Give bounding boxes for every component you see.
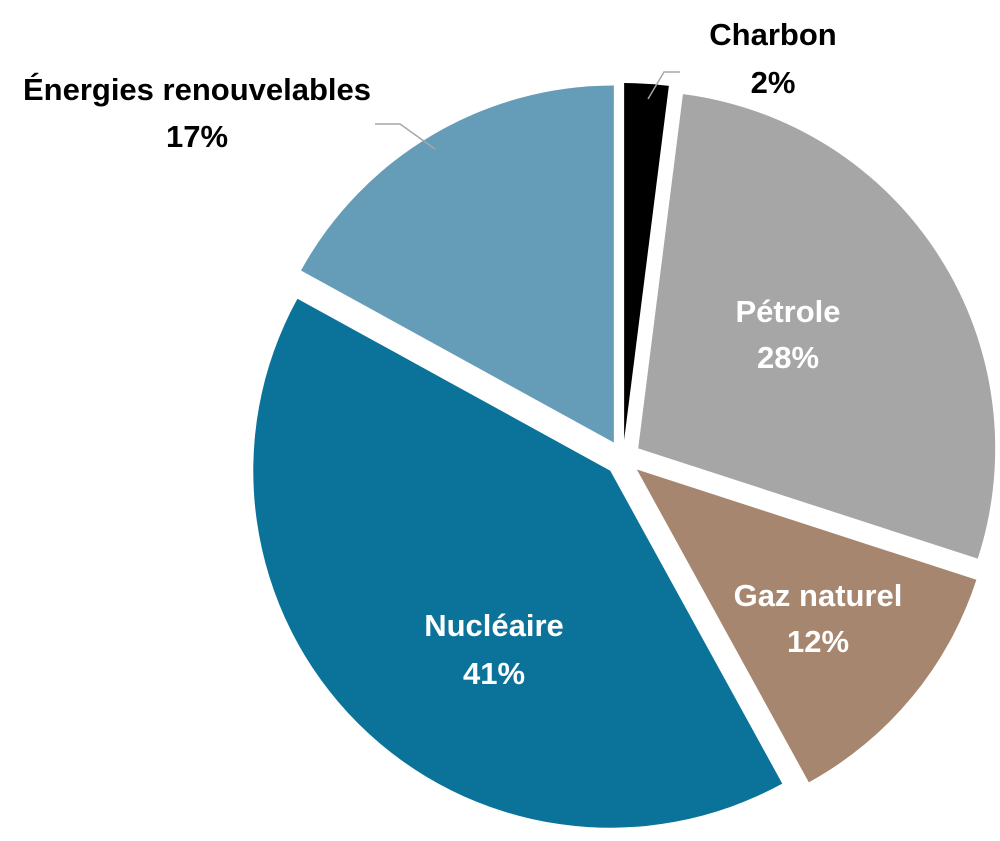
slice-charbon: [624, 83, 669, 441]
slice-nucleaire: [253, 298, 783, 828]
pie-slices: [253, 83, 996, 828]
slice-petrole: [638, 94, 996, 559]
slice-label-name-energies-renouvelables: Énergies renouvelables: [23, 72, 371, 107]
leader-line-energies-renouvelables: [375, 123, 436, 150]
slice-energies-renouvelables: [300, 85, 614, 443]
slice-label-name-petrole: Pétrole: [735, 294, 840, 329]
slice-labels: Charbon 2% Pétrole 28% Gaz naturel 12% Nucléai…: [23, 17, 902, 691]
slice-label-value-energies-renouvelables: 17%: [166, 119, 228, 154]
slice-label-value-petrole: 28%: [757, 340, 819, 375]
slice-label-name-nucleaire: Nucléaire: [424, 608, 564, 643]
slice-label-value-charbon: 2%: [751, 65, 796, 100]
slice-label-name-gaz-naturel: Gaz naturel: [734, 578, 903, 613]
leader-lines: [375, 71, 680, 150]
slice-label-name-charbon: Charbon: [709, 17, 836, 52]
slice-gaz-naturel: [636, 469, 977, 783]
leader-line-charbon: [647, 71, 680, 100]
slice-label-value-gaz-naturel: 12%: [787, 624, 849, 659]
slice-label-value-nucleaire: 41%: [463, 656, 525, 691]
